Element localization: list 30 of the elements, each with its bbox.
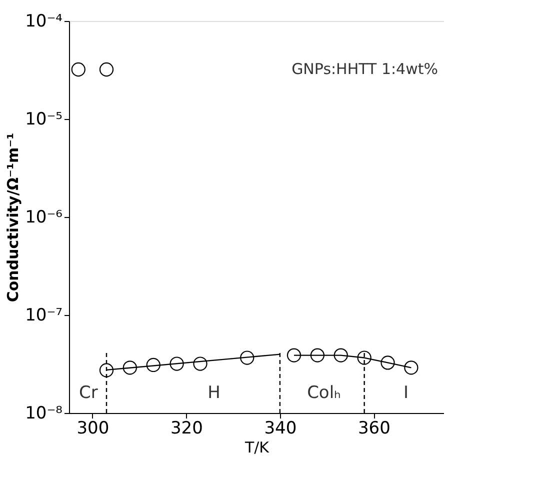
y-tick-label: 10⁻⁷ bbox=[25, 306, 63, 326]
y-tick-label: 10⁻⁶ bbox=[25, 208, 63, 228]
annotation: Cr bbox=[79, 383, 98, 403]
annotation: GNPs:HHTT 1:4wt% bbox=[292, 60, 438, 78]
point bbox=[404, 360, 418, 375]
point bbox=[380, 356, 395, 370]
x-axis-title: T/K bbox=[244, 438, 270, 456]
point bbox=[193, 356, 208, 371]
y-tick-label: 10⁻⁵ bbox=[25, 110, 62, 130]
point bbox=[122, 360, 138, 375]
point bbox=[99, 363, 114, 378]
point bbox=[99, 62, 114, 77]
annotation: Colₕ bbox=[307, 383, 341, 403]
point bbox=[71, 62, 86, 77]
annotation: I bbox=[403, 383, 409, 403]
x-tick-label: 320 bbox=[170, 418, 203, 438]
point bbox=[286, 348, 302, 362]
y-axis-title: Conductivity/Ω⁻¹m⁻¹ bbox=[4, 132, 22, 302]
point bbox=[240, 350, 254, 365]
x-tick-label: 360 bbox=[358, 418, 390, 438]
y-tick-label: 10⁻⁴ bbox=[25, 12, 63, 32]
point bbox=[310, 348, 325, 362]
annotation: H bbox=[208, 383, 220, 403]
y-tick-label: 10⁻⁸ bbox=[25, 404, 63, 424]
point bbox=[357, 350, 372, 365]
point bbox=[146, 358, 160, 372]
x-tick-label: 300 bbox=[76, 418, 110, 438]
point bbox=[334, 348, 348, 362]
point bbox=[170, 356, 184, 371]
x-tick-label: 340 bbox=[264, 418, 297, 438]
